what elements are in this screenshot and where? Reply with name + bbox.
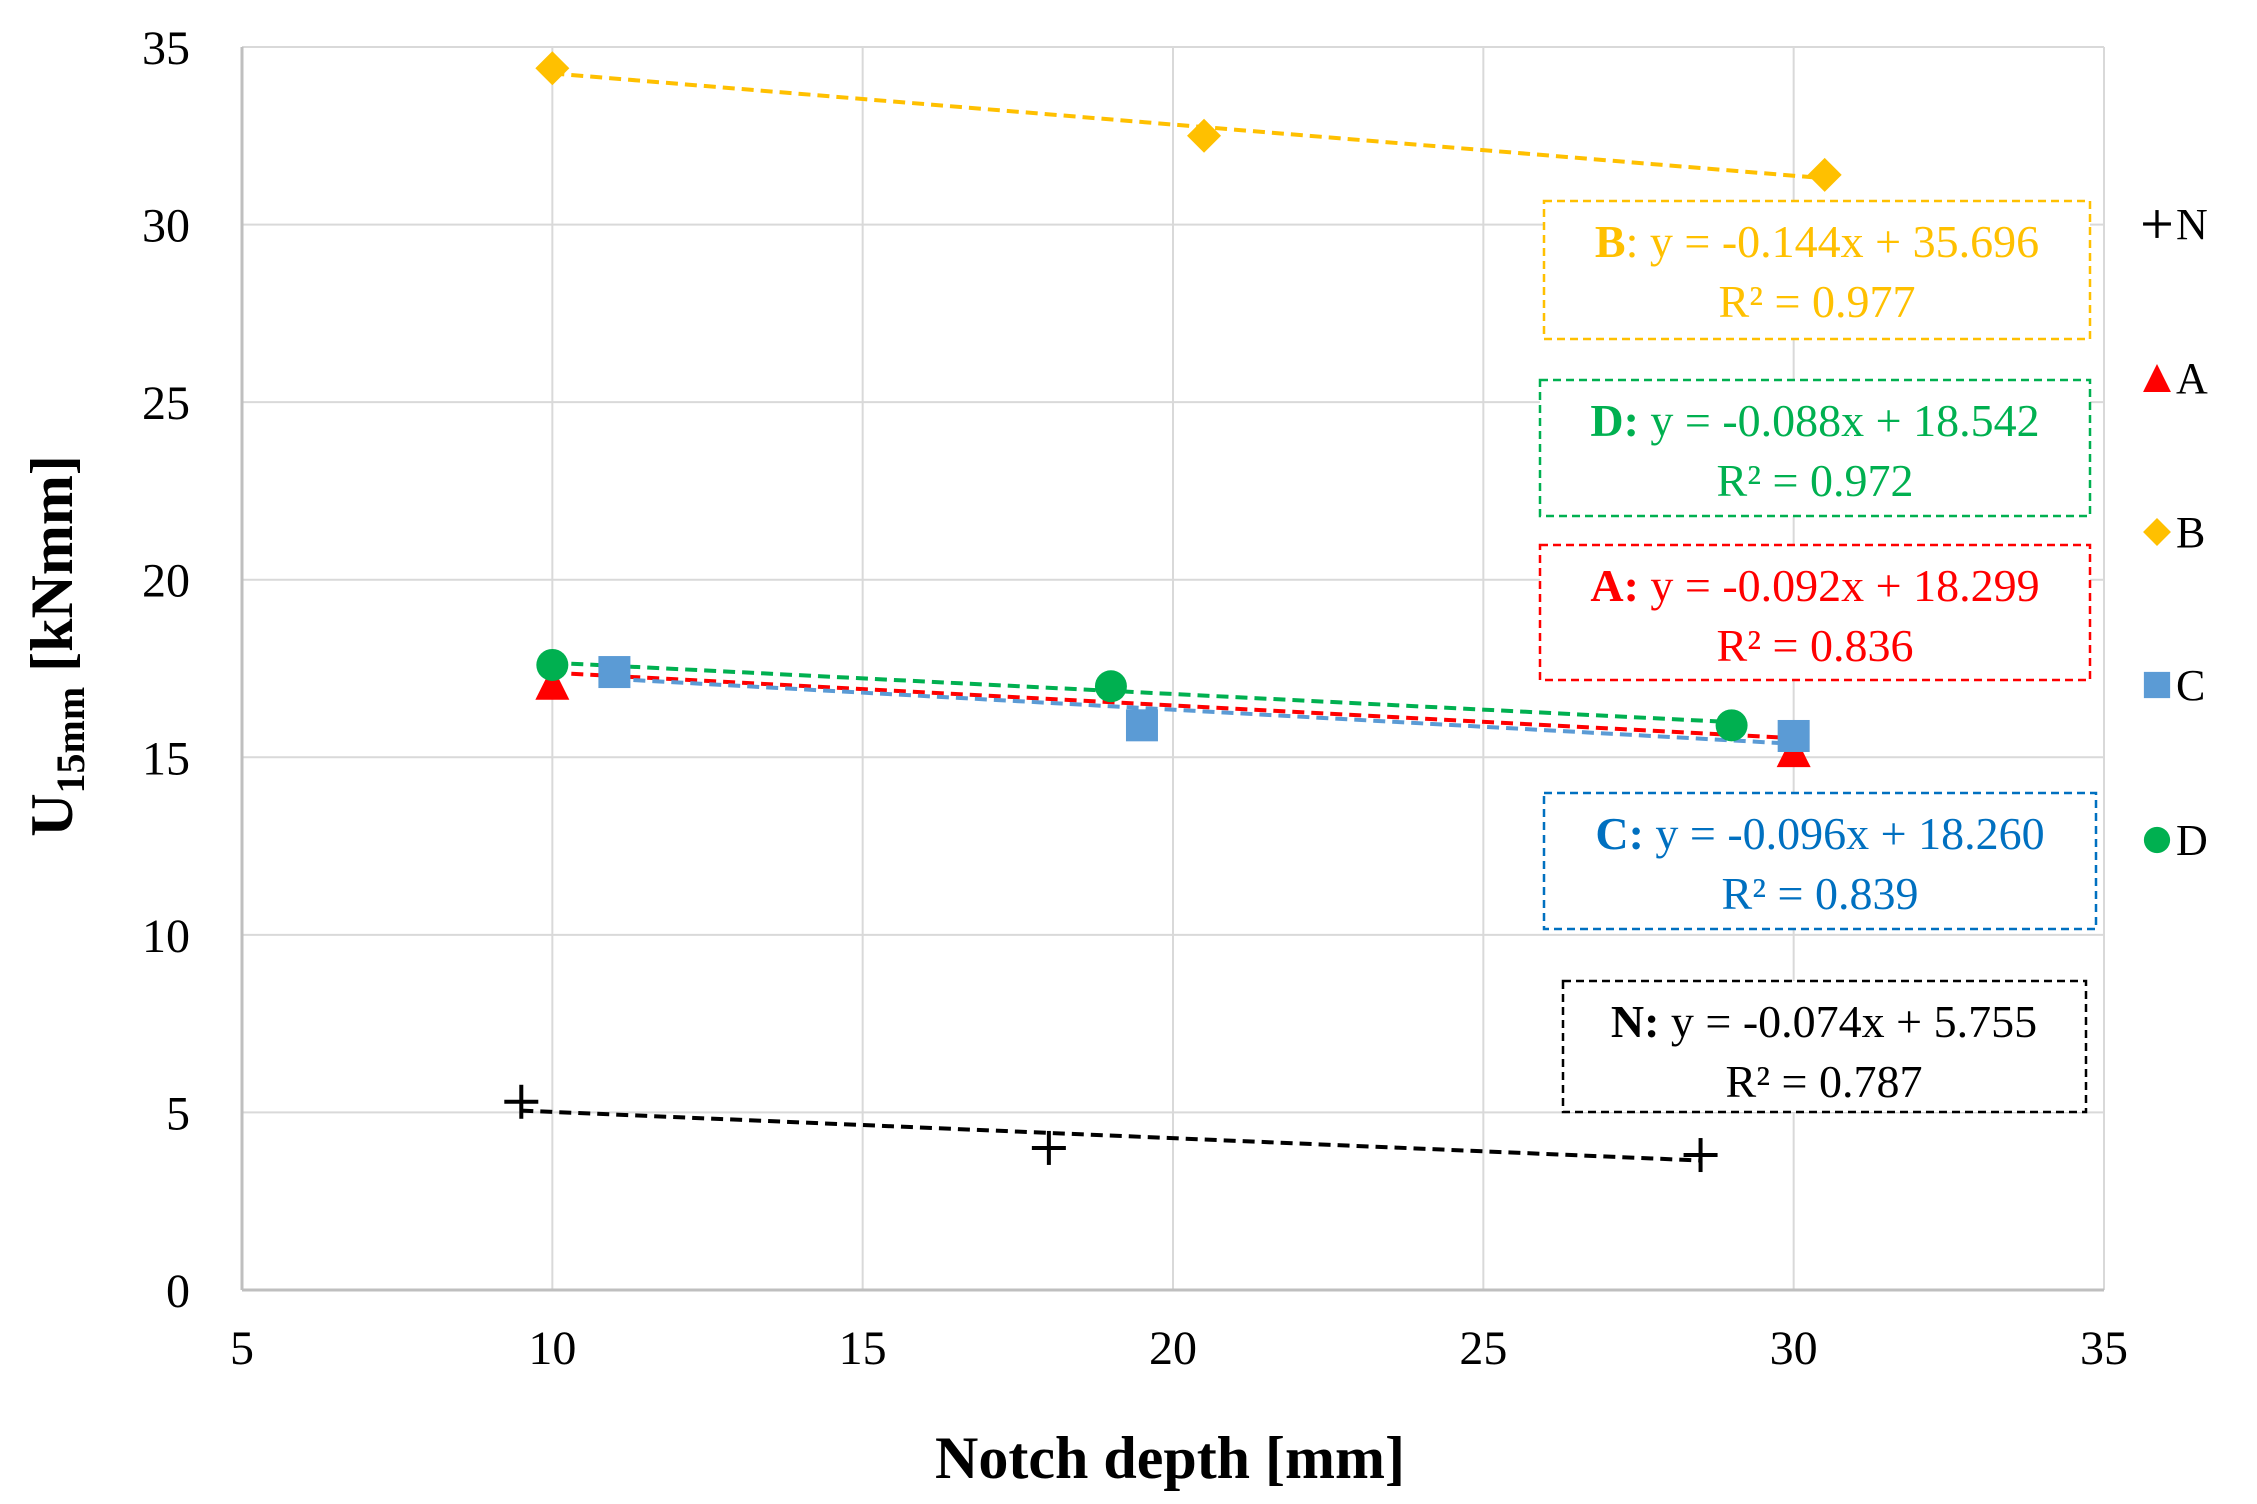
legend-label-D: D	[2176, 816, 2208, 865]
point-C-2	[1777, 719, 1810, 752]
x-tick-label-35: 35	[2080, 1322, 2128, 1375]
point-N-0	[504, 1084, 539, 1119]
trendlines	[521, 71, 1825, 1163]
equation-box-B: B: y = -0.144x + 35.696 R² = 0.977	[1542, 199, 2092, 341]
legend-marker-D	[2143, 826, 2171, 854]
legend-label-A: A	[2176, 354, 2208, 403]
equation-r2-N: R² = 0.787	[1726, 1056, 1923, 1107]
point-C-0	[598, 656, 631, 689]
legend-item-B: B	[2143, 508, 2205, 557]
equation-line-B: B: y = -0.144x + 35.696	[1595, 216, 2039, 267]
y-axis-title-main: U	[19, 793, 85, 836]
equation-line-N: N: y = -0.074x + 5.755	[1611, 996, 2037, 1047]
y-tick-label-20: 20	[142, 555, 190, 608]
legend-label-N: N	[2176, 200, 2208, 249]
y-tick-label-25: 25	[142, 377, 190, 430]
equation-r2-A: R² = 0.836	[1717, 620, 1914, 671]
equation-formula-D: y = -0.088x + 18.542	[1639, 395, 2040, 446]
trendline-N	[521, 1108, 1701, 1163]
legend-label-C: C	[2176, 661, 2205, 710]
trendline-B	[552, 71, 1825, 181]
trendline-C	[614, 677, 1794, 746]
x-tick-label-20: 20	[1149, 1322, 1197, 1375]
equation-box-N: N: y = -0.074x + 5.755 R² = 0.787	[1561, 979, 2088, 1114]
equation-r2-D: R² = 0.972	[1717, 455, 1914, 506]
legend-item-N: N	[2143, 200, 2208, 249]
point-B-0	[535, 51, 570, 86]
equation-box-D: D: y = -0.088x + 18.542 R² = 0.972	[1538, 378, 2092, 518]
point-D-2	[1715, 709, 1748, 742]
equation-box-C: C: y = -0.096x + 18.260 R² = 0.839	[1542, 791, 2098, 931]
y-tick-label-10: 10	[142, 910, 190, 963]
equation-box-border-D	[1538, 378, 2092, 518]
x-tick-label-30: 30	[1770, 1322, 1818, 1375]
equation-box-border-B	[1542, 199, 2092, 341]
equation-label-B: B	[1595, 216, 1626, 267]
y-axis-title-unit: [kNmm]	[19, 455, 85, 687]
legend-item-D: D	[2143, 816, 2208, 865]
point-C-1	[1125, 709, 1158, 742]
equation-box-border-N	[1561, 979, 2088, 1114]
y-tick-label-35: 35	[142, 22, 190, 75]
point-D-0	[536, 648, 569, 681]
y-axis-title-subscript: 15mm	[48, 687, 93, 794]
y-tick-label-30: 30	[142, 200, 190, 253]
equation-r2-B: R² = 0.977	[1719, 276, 1916, 327]
equation-formula-C: y = -0.096x + 18.260	[1644, 808, 2045, 859]
point-A-0	[535, 665, 570, 700]
equation-boxes: N: y = -0.074x + 5.755 R² = 0.787 A: y = -…	[1538, 199, 2098, 1114]
point-N-1	[1031, 1130, 1066, 1165]
legend-marker-C	[2143, 671, 2171, 699]
legend-label-B: B	[2176, 508, 2205, 557]
legend-item-C: C	[2143, 661, 2205, 710]
point-D-1	[1094, 670, 1127, 703]
legend-marker-B	[2143, 518, 2171, 546]
y-axis-title: U15mm [kNmm]	[19, 455, 93, 837]
x-axis-title: Notch depth [mm]	[935, 1425, 1405, 1491]
point-B-1	[1187, 118, 1222, 153]
equation-box-border-C	[1542, 791, 2098, 931]
x-tick-label-10: 10	[528, 1322, 576, 1375]
x-tick-label-15: 15	[839, 1322, 887, 1375]
y-tick-label-5: 5	[166, 1087, 190, 1140]
equation-line-A: A: y = -0.092x + 18.299	[1590, 560, 2039, 611]
equation-label-N: N:	[1611, 996, 1660, 1047]
equation-label-C: C:	[1595, 808, 1644, 859]
equation-r2-C: R² = 0.839	[1722, 868, 1919, 919]
equation-formula-A: y = -0.092x + 18.299	[1639, 560, 2040, 611]
equation-label-D: D:	[1590, 395, 1639, 446]
data-points	[504, 51, 1842, 1173]
equation-line-C: C: y = -0.096x + 18.260	[1595, 808, 2044, 859]
point-B-2	[1807, 157, 1842, 192]
equation-formula-N: y = -0.074x + 5.755	[1659, 996, 2037, 1047]
legend-marker-N	[2143, 210, 2171, 238]
y-tick-label-15: 15	[142, 732, 190, 785]
y-tick-label-0: 0	[166, 1265, 190, 1318]
equation-formula-B: : y = -0.144x + 35.696	[1626, 216, 2039, 267]
legend-item-A: A	[2143, 354, 2208, 403]
legend-marker-A	[2143, 364, 2171, 392]
point-N-2	[1683, 1138, 1718, 1173]
trendline-A	[552, 670, 1794, 741]
equation-box-A: A: y = -0.092x + 18.299 R² = 0.836	[1538, 543, 2092, 682]
x-tick-label-5: 5	[230, 1322, 254, 1375]
legend: N A B C D	[2143, 200, 2208, 865]
equation-line-D: D: y = -0.088x + 18.542	[1590, 395, 2039, 446]
equation-box-border-A	[1538, 543, 2092, 682]
x-tick-label-25: 25	[1459, 1322, 1507, 1375]
equation-label-A: A:	[1590, 560, 1639, 611]
trendline-D	[552, 660, 1732, 725]
